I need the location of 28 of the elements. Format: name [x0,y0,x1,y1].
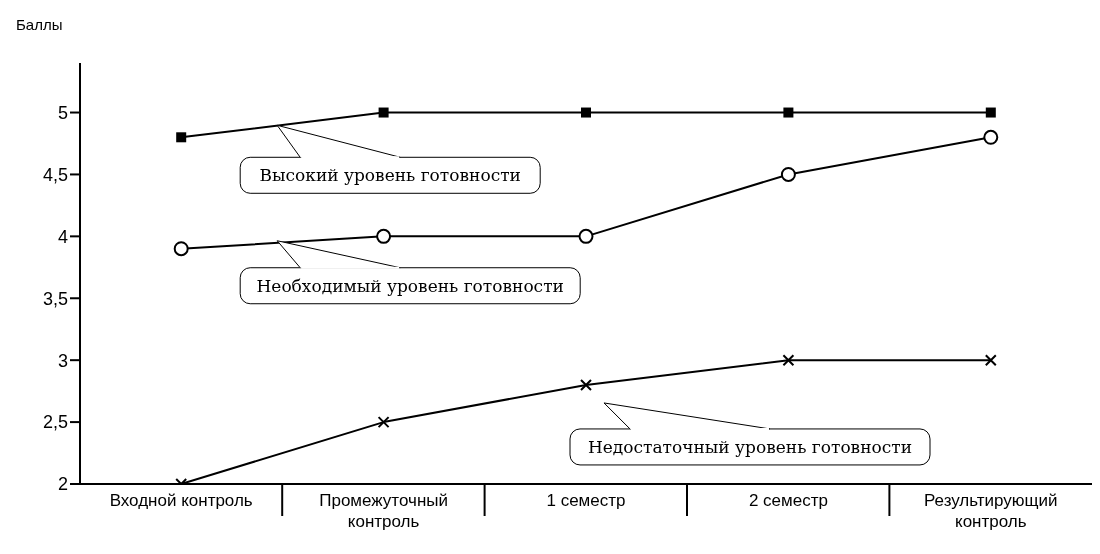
point [783,107,794,118]
point [578,228,594,244]
point [581,107,591,118]
x-tick-label: Промежуточный контроль [319,491,448,531]
point [782,354,795,367]
y-tick-label: 2,5 [42,412,68,433]
y-tick-label: 3,5 [42,288,68,309]
y-tick-label: 3 [57,350,68,371]
point [983,129,999,145]
point [176,132,187,143]
x-tick-label: Входной контроль [109,491,253,510]
y-tick-label: 4 [57,226,68,247]
y-tick-label: 5 [57,102,68,123]
y-axis-title: Баллы [16,16,63,33]
point [376,228,392,244]
y-tick-label: 4,5 [42,164,68,185]
point [173,241,189,257]
x-tick-label: Результирующий контроль [923,491,1058,531]
x-tick-label: 1 семестр [546,491,626,510]
point [378,107,389,118]
y-tick-label: 2 [57,474,68,495]
point [780,166,796,182]
x-tick-label: 2 семестр [748,491,828,510]
series-label: Необходимый уровень готовности [256,275,564,296]
point [377,416,390,429]
point [580,378,592,391]
point [984,354,997,367]
point [985,107,996,118]
